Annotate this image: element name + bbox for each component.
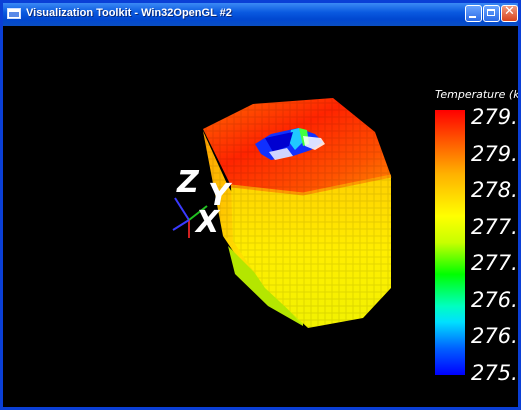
close-icon: ✕	[504, 4, 515, 19]
scalar-bar-colormap	[435, 110, 465, 375]
window-title: Visualization Toolkit - Win32OpenGL #2	[26, 7, 232, 19]
title-bar[interactable]: Visualization Toolkit - Win32OpenGL #2 ✕	[3, 3, 518, 26]
axis-label-x: X	[196, 205, 220, 240]
minimize-button[interactable]	[465, 5, 482, 22]
scalar-bar-title: Temperature (k)	[435, 88, 518, 101]
scalar-bar-label: 279.	[471, 142, 518, 166]
scalar-bar-label: 277.	[471, 251, 518, 275]
cold-region-highlight	[303, 136, 325, 150]
scalar-bar-label: 279.	[471, 105, 518, 129]
axis-label-y: Y	[208, 178, 230, 213]
maximize-button[interactable]	[483, 5, 500, 22]
render-viewport[interactable]: Z Y X Temperature (k) 279. 279. 278. 277…	[3, 26, 518, 407]
axis-label-z: Z	[177, 165, 199, 200]
scalar-bar-label: 275.	[471, 361, 518, 385]
cold-region-core	[265, 132, 293, 152]
scalar-bar-label: 276.	[471, 288, 518, 312]
maximize-icon	[487, 9, 495, 16]
orientation-axes	[172, 197, 208, 238]
temperature-volume-render	[172, 98, 392, 328]
scalar-bar-label: 277.	[471, 215, 518, 239]
voxel-grid-texture	[203, 98, 391, 328]
vtk-window-icon[interactable]	[7, 8, 21, 19]
scalar-bar-label: 276.	[471, 324, 518, 348]
minimize-icon	[469, 16, 476, 18]
cold-region-highlight-2	[269, 148, 293, 160]
close-button[interactable]: ✕	[501, 4, 518, 22]
scalar-bar-label: 278.	[471, 178, 518, 202]
